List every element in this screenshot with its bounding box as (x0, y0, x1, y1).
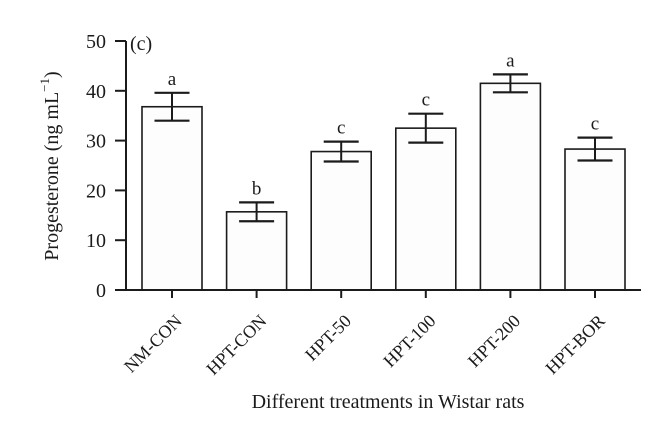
bar (564, 148, 626, 291)
y-tick-label: 30 (86, 131, 106, 153)
plot-area: a NM-CON b HPT-CON c HPT-50 c HPT-100 a HPT-200 c H… (86, 31, 641, 379)
panel-label: (c) (130, 33, 152, 55)
x-tick-label: HPT-100 (379, 311, 439, 371)
bar (479, 82, 542, 291)
significance-letter: a (506, 50, 515, 71)
y-tick-label: 40 (86, 81, 106, 103)
significance-letter: c (422, 90, 430, 111)
significance-letter: c (591, 114, 599, 135)
y-tick-label: 0 (96, 280, 106, 302)
significance-letter: b (252, 178, 262, 199)
x-tick-label: NM-CON (120, 311, 186, 377)
y-tick-label: 20 (86, 180, 106, 202)
bar (141, 105, 203, 291)
x-axis-title: Different treatments in Wistar rats (252, 391, 525, 413)
y-tick-label: 10 (86, 230, 106, 252)
x-tick-label: HPT-50 (301, 311, 355, 365)
y-axis-title-prefix: Progesterone (ng mL (41, 92, 63, 261)
y-axis-title: Progesterone (ng mL−1) (37, 71, 63, 260)
significance-letter: c (337, 118, 345, 139)
x-tick-label: HPT-CON (202, 311, 270, 379)
y-tick-label: 50 (86, 31, 106, 53)
bar (310, 150, 373, 291)
bar (225, 211, 288, 291)
significance-letter: a (168, 69, 177, 90)
bar (394, 127, 457, 291)
y-axis-title-suffix: ) (41, 71, 63, 78)
y-axis-title-superscript: −1 (37, 78, 52, 92)
x-tick-label: HPT-BOR (541, 311, 608, 378)
x-tick-label: HPT-200 (464, 311, 524, 371)
